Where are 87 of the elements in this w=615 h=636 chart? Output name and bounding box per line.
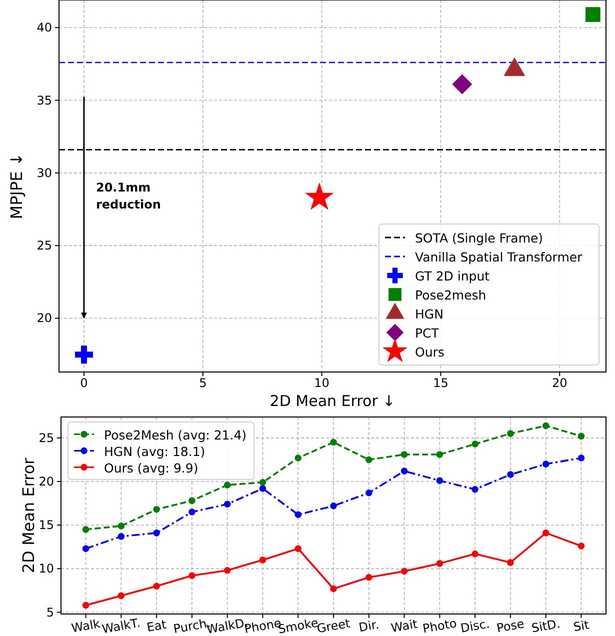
point bbox=[578, 432, 585, 440]
point bbox=[188, 572, 196, 580]
point bbox=[472, 550, 478, 558]
x-tick-label: Wait bbox=[390, 616, 419, 636]
x-tick-label: Photo bbox=[422, 616, 458, 636]
point bbox=[400, 451, 408, 458]
legend-label: SOTA (Single Frame) bbox=[415, 230, 544, 246]
point bbox=[74, 346, 93, 364]
y-tick-label: 5 bbox=[46, 605, 54, 620]
x-tick-label: 20 bbox=[552, 376, 568, 390]
point bbox=[294, 545, 302, 552]
point bbox=[188, 508, 196, 516]
point bbox=[472, 486, 478, 493]
point bbox=[294, 511, 302, 518]
point bbox=[82, 545, 90, 552]
point bbox=[507, 559, 514, 566]
legend-label: PCT bbox=[415, 326, 440, 340]
point bbox=[153, 530, 160, 536]
legend-label: GT 2D input bbox=[415, 268, 490, 284]
point bbox=[507, 471, 514, 478]
x-tick-label: SitD. bbox=[530, 616, 562, 636]
x-tick-label: Disc. bbox=[459, 616, 491, 636]
x-tick-label: Sit bbox=[572, 618, 590, 634]
point bbox=[224, 500, 231, 508]
legend-label: HGN (avg: 18.1) bbox=[104, 444, 206, 459]
point bbox=[366, 489, 372, 496]
point bbox=[578, 454, 585, 462]
point bbox=[82, 602, 90, 609]
x-tick-label: WalkT. bbox=[101, 616, 142, 636]
x-axis-title: 2D Mean Error ↓ bbox=[270, 392, 396, 410]
legend-label: Ours (avg: 9.9) bbox=[104, 460, 198, 476]
point bbox=[436, 451, 444, 458]
point bbox=[452, 74, 472, 94]
legend-label: HGN bbox=[415, 306, 444, 322]
point bbox=[436, 477, 444, 484]
point bbox=[400, 468, 408, 474]
point bbox=[118, 533, 125, 540]
y-tick-label: 30 bbox=[36, 166, 52, 180]
y-tick-label: 35 bbox=[36, 93, 52, 108]
y-tick-label: 10 bbox=[38, 562, 54, 576]
point bbox=[188, 497, 196, 504]
x-tick-label: 10 bbox=[314, 376, 330, 390]
x-tick-label: 0 bbox=[80, 376, 88, 390]
y-tick-label: 20 bbox=[36, 311, 52, 326]
legend-label: Ours bbox=[415, 344, 444, 360]
legend-label: Pose2Mesh (avg: 21.4) bbox=[104, 427, 247, 442]
annotation: 20.1mm reduction bbox=[96, 180, 161, 212]
point bbox=[542, 530, 550, 536]
x-tick-label: 15 bbox=[433, 376, 448, 390]
x-tick-label: Walk bbox=[70, 616, 102, 636]
y-tick-label: 15 bbox=[38, 518, 54, 532]
y-tick-label: 40 bbox=[36, 20, 52, 35]
point bbox=[578, 542, 585, 550]
point bbox=[224, 567, 231, 574]
y-tick-label: 25 bbox=[38, 430, 54, 445]
x-tick-label: Pose bbox=[496, 616, 526, 636]
point bbox=[542, 422, 550, 430]
point bbox=[366, 456, 372, 464]
point bbox=[224, 482, 231, 488]
point bbox=[118, 522, 125, 530]
point bbox=[259, 485, 266, 492]
x-tick-label: 5 bbox=[199, 376, 207, 390]
point bbox=[330, 438, 337, 446]
y-axis-title: 2D Mean Error bbox=[19, 457, 38, 574]
x-tick-label: Dir. bbox=[358, 617, 380, 635]
point bbox=[330, 585, 337, 592]
point bbox=[586, 7, 600, 22]
y-tick-label: 20 bbox=[38, 474, 54, 489]
point bbox=[118, 592, 125, 600]
y-axis-title: MPJPE ↓ bbox=[7, 152, 26, 220]
point bbox=[436, 560, 444, 567]
legend-label: Vanilla Spatial Transformer bbox=[415, 250, 584, 264]
point bbox=[472, 440, 478, 448]
x-tick-label: Eat bbox=[146, 617, 168, 635]
point bbox=[366, 574, 372, 581]
point bbox=[507, 430, 514, 437]
point bbox=[400, 568, 408, 575]
point bbox=[294, 454, 302, 462]
point bbox=[542, 460, 550, 468]
point bbox=[153, 506, 160, 513]
point bbox=[82, 526, 90, 533]
point bbox=[259, 479, 266, 486]
y-tick-label: 25 bbox=[36, 238, 52, 253]
legend-label: Pose2mesh bbox=[415, 288, 486, 302]
point bbox=[153, 582, 160, 590]
point bbox=[330, 502, 337, 510]
point bbox=[259, 556, 266, 564]
